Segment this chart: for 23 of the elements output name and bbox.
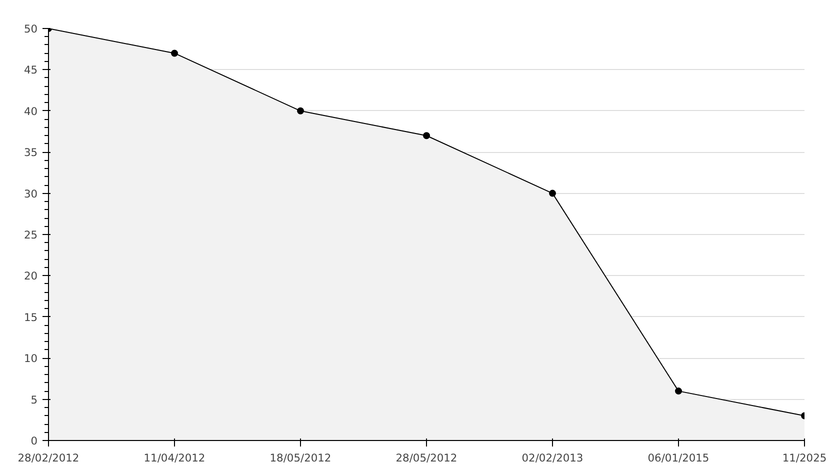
point bbox=[297, 107, 304, 114]
y-tick-label: 30 bbox=[24, 187, 38, 200]
point bbox=[675, 388, 682, 395]
x-tick-label: 11/04/2012 bbox=[144, 452, 206, 464]
x-tick-label: 02/02/2013 bbox=[522, 452, 584, 464]
x-tick-label: 28/05/2012 bbox=[396, 452, 458, 464]
y-tick-label: 50 bbox=[24, 22, 38, 36]
x-tick-label: 28/02/2012 bbox=[18, 452, 80, 464]
y-tick-label: 20 bbox=[24, 270, 38, 283]
y-tick-label: 15 bbox=[24, 310, 38, 324]
y-tick-label: 0 bbox=[30, 434, 38, 448]
x-tick-label: 11/2025 bbox=[782, 452, 827, 464]
y-tick-label: 25 bbox=[24, 228, 38, 242]
point bbox=[423, 132, 430, 140]
y-tick-label: 10 bbox=[24, 352, 38, 366]
point bbox=[171, 50, 178, 57]
x-tick-label: 18/05/2012 bbox=[270, 452, 332, 464]
y-tick-label: 40 bbox=[24, 104, 38, 118]
point bbox=[549, 190, 556, 197]
y-tick-label: 45 bbox=[24, 64, 38, 77]
y-tick-label: 5 bbox=[30, 393, 38, 406]
y-tick-label: 35 bbox=[24, 146, 38, 160]
x-tick-label: 06/01/2015 bbox=[648, 452, 710, 464]
